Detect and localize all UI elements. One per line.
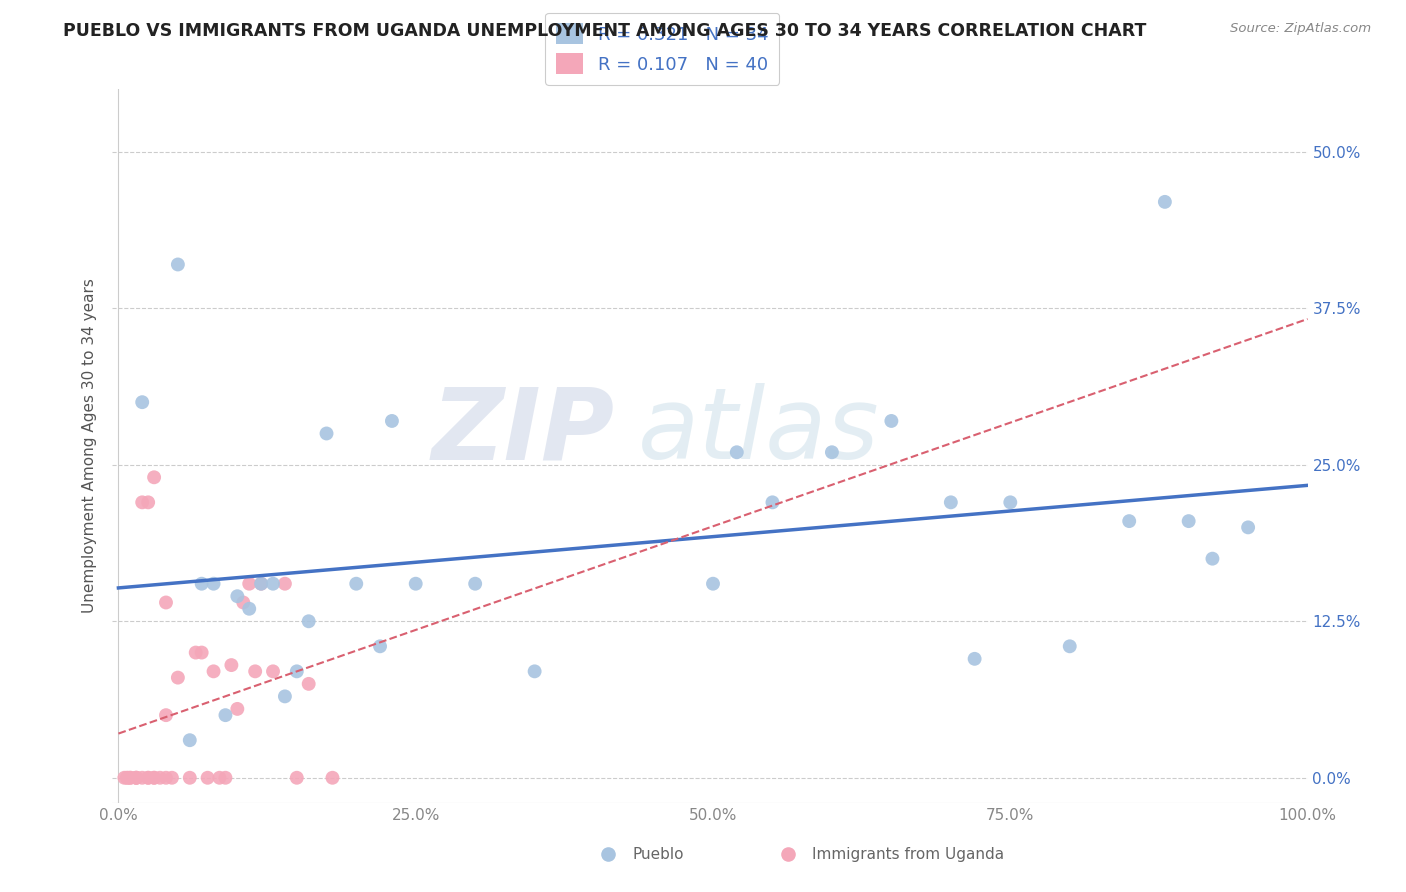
Point <box>1237 520 1260 534</box>
Point <box>600 861 623 875</box>
Point <box>779 861 801 875</box>
Point <box>179 733 201 747</box>
Text: Source: ZipAtlas.com: Source: ZipAtlas.com <box>1230 22 1371 36</box>
Point <box>155 708 177 723</box>
Point <box>221 658 243 673</box>
Point <box>167 257 190 271</box>
Point <box>214 771 236 785</box>
Point <box>131 495 153 509</box>
Point <box>149 771 172 785</box>
Point <box>963 652 986 666</box>
Point <box>880 414 903 428</box>
Point <box>155 771 177 785</box>
Point <box>298 614 321 628</box>
Point <box>262 665 284 679</box>
Point <box>160 771 183 785</box>
Point <box>131 395 153 409</box>
Point <box>405 576 427 591</box>
Point <box>1201 551 1223 566</box>
Point <box>238 601 260 615</box>
Y-axis label: Unemployment Among Ages 30 to 34 years: Unemployment Among Ages 30 to 34 years <box>82 278 97 614</box>
Point <box>190 646 212 660</box>
Point <box>202 665 225 679</box>
Text: ZIP: ZIP <box>432 384 614 480</box>
Text: Pueblo: Pueblo <box>633 847 683 862</box>
Point <box>125 771 148 785</box>
Legend: R = 0.321   N = 34, R = 0.107   N = 40: R = 0.321 N = 34, R = 0.107 N = 40 <box>546 12 779 85</box>
Point <box>274 690 297 704</box>
Point <box>120 771 142 785</box>
Point <box>238 576 260 591</box>
Point <box>125 771 148 785</box>
Point <box>232 595 254 609</box>
Point <box>143 470 166 484</box>
Text: atlas: atlas <box>638 384 880 480</box>
Point <box>368 640 391 654</box>
Point <box>115 771 138 785</box>
Point <box>143 771 166 785</box>
Point <box>523 665 546 679</box>
Point <box>112 771 135 785</box>
Point <box>197 771 219 785</box>
Point <box>464 576 486 591</box>
Point <box>120 771 142 785</box>
Point <box>702 576 724 591</box>
Point <box>285 771 308 785</box>
Point <box>202 576 225 591</box>
Point <box>117 771 139 785</box>
Point <box>190 576 212 591</box>
Point <box>821 445 844 459</box>
Point <box>285 665 308 679</box>
Point <box>1118 514 1140 528</box>
Point <box>250 576 273 591</box>
Point <box>143 771 166 785</box>
Point <box>321 771 343 785</box>
Point <box>1000 495 1022 509</box>
Point <box>243 665 266 679</box>
Point <box>344 576 367 591</box>
Point <box>155 595 177 609</box>
Point <box>208 771 231 785</box>
Point <box>214 708 236 723</box>
Point <box>939 495 962 509</box>
Point <box>274 576 297 591</box>
Point <box>131 771 153 785</box>
Text: PUEBLO VS IMMIGRANTS FROM UGANDA UNEMPLOYMENT AMONG AGES 30 TO 34 YEARS CORRELAT: PUEBLO VS IMMIGRANTS FROM UGANDA UNEMPLO… <box>63 22 1147 40</box>
Point <box>1059 640 1081 654</box>
Point <box>226 589 249 603</box>
Point <box>725 445 748 459</box>
Point <box>136 771 159 785</box>
Point <box>184 646 207 660</box>
Point <box>1177 514 1199 528</box>
Point <box>250 576 273 591</box>
Point <box>167 671 190 685</box>
Text: Immigrants from Uganda: Immigrants from Uganda <box>811 847 1004 862</box>
Point <box>381 414 404 428</box>
Point <box>125 771 148 785</box>
Point <box>1154 194 1177 209</box>
Point <box>136 771 159 785</box>
Point <box>298 677 321 691</box>
Point <box>136 495 159 509</box>
Point <box>315 426 337 441</box>
Point <box>262 576 284 591</box>
Point <box>179 771 201 785</box>
Point <box>226 702 249 716</box>
Point <box>761 495 783 509</box>
